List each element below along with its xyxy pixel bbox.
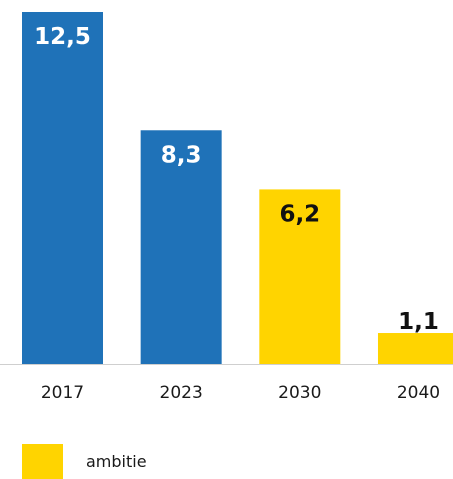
legend-swatch-ambitie <box>22 444 63 479</box>
legend: ambitie <box>22 444 147 479</box>
bar-2030 <box>259 189 341 364</box>
value-labels-group: 12,5 8,3 6,2 1,1 <box>34 24 439 335</box>
x-tick-labels-group: 2017 2023 2030 2040 <box>41 383 440 403</box>
legend-label-ambitie: ambitie <box>86 452 147 471</box>
bar-2017 <box>22 12 103 364</box>
value-label-2023: 8,3 <box>161 142 202 168</box>
x-tick-2023: 2023 <box>160 383 203 403</box>
x-tick-2030: 2030 <box>278 383 321 403</box>
value-label-2040: 1,1 <box>398 309 439 335</box>
value-label-2017: 12,5 <box>34 24 91 50</box>
x-tick-2040: 2040 <box>397 383 440 403</box>
bar-2040 <box>377 333 453 364</box>
bars-group <box>22 12 453 364</box>
x-tick-2017: 2017 <box>41 383 84 403</box>
bar-2023 <box>140 130 222 364</box>
value-label-2030: 6,2 <box>279 201 320 227</box>
